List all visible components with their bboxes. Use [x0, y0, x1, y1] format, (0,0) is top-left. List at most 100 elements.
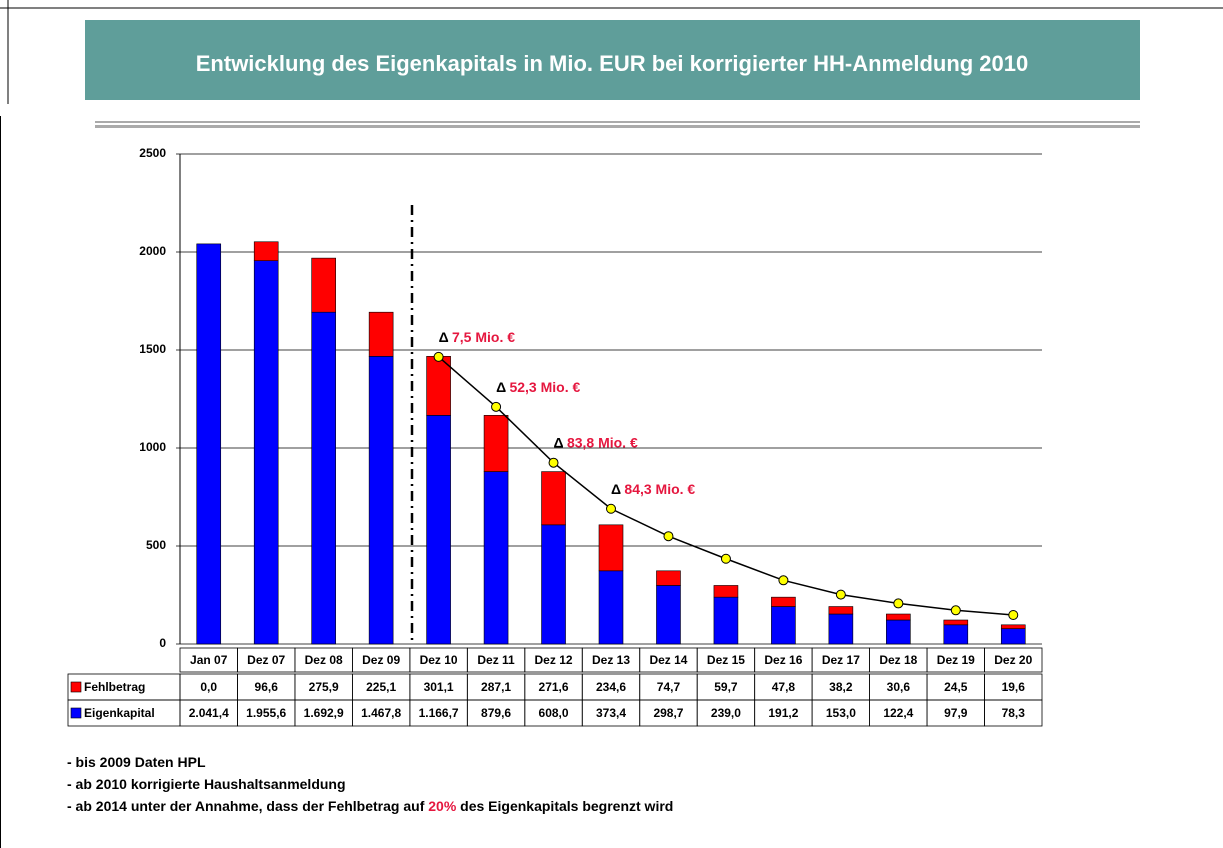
bar — [426, 415, 451, 645]
bar — [886, 613, 911, 621]
bar — [541, 524, 566, 645]
table-value: 30,6 — [887, 680, 911, 694]
y-tick-label: 0 — [159, 636, 166, 650]
x-tick-label: Dez 18 — [879, 653, 917, 667]
table-value: 191,2 — [768, 706, 798, 720]
bar — [598, 570, 624, 645]
annotation: Δ 7,5 Mio. € — [439, 329, 516, 345]
x-tick-label: Dez 10 — [420, 653, 458, 667]
x-tick-label: Dez 09 — [362, 653, 400, 667]
title-bar — [85, 20, 1140, 100]
bar — [311, 311, 336, 645]
point — [720, 553, 731, 564]
note-part: 20% — [428, 798, 457, 814]
table-value: 153,0 — [826, 706, 856, 720]
note: - ab 2014 unter der Annahme, dass der Fe… — [67, 798, 673, 814]
x-tick-label: Dez 13 — [592, 653, 630, 667]
legend-swatch — [70, 707, 82, 719]
annotation-delta: Δ — [554, 434, 564, 450]
bar — [541, 471, 566, 526]
bar — [713, 596, 739, 645]
table-value: 59,7 — [714, 680, 738, 694]
table-value: 373,4 — [596, 706, 626, 720]
legend-label: Eigenkapital — [84, 706, 155, 720]
table-cell — [984, 699, 1043, 727]
table-value: 239,0 — [711, 706, 741, 720]
table-value: 78,3 — [1002, 706, 1026, 720]
table-value: 298,7 — [653, 706, 683, 720]
bar — [943, 624, 969, 645]
annotation-text: 83,8 Mio. € — [567, 434, 638, 450]
table-value: 0,0 — [200, 680, 217, 694]
point — [606, 503, 616, 514]
line — [438, 356, 1014, 616]
table-value: 275,9 — [309, 680, 339, 694]
point — [1008, 609, 1019, 620]
y-tick-label: 2500 — [139, 146, 166, 160]
bar — [771, 596, 796, 607]
x-tick-label: Dez 07 — [247, 653, 285, 667]
bar — [656, 570, 681, 586]
x-tick-label: Dez 14 — [649, 653, 687, 667]
bar — [886, 619, 911, 645]
chart-title: Entwicklung des Eigenkapitals in Mio. EU… — [196, 51, 1029, 76]
bar — [483, 415, 509, 472]
rule — [95, 125, 1140, 128]
legend-swatch — [70, 681, 82, 693]
bar — [943, 619, 969, 626]
x-tick-label: Dez 11 — [477, 653, 515, 667]
bar — [598, 524, 624, 572]
x-tick-label: Dez 16 — [764, 653, 802, 667]
table-value: 38,2 — [829, 680, 853, 694]
bar — [311, 257, 336, 313]
annotation: Δ 52,3 Mio. € — [496, 379, 580, 395]
bar — [828, 613, 854, 645]
legend-label: Fehlbetrag — [84, 680, 145, 694]
table-value: 234,6 — [596, 680, 626, 694]
annotation-text: 7,5 Mio. € — [452, 329, 515, 345]
bar — [1000, 624, 1026, 629]
rule — [95, 121, 1140, 123]
point — [893, 598, 904, 609]
annotation: Δ 84,3 Mio. € — [611, 480, 695, 496]
bar — [1000, 628, 1026, 645]
bar — [828, 606, 854, 615]
note-part: - ab 2014 unter der Annahme, dass der Fe… — [67, 798, 428, 814]
annotation-text: 84,3 Mio. € — [624, 480, 695, 496]
note-part: des Eigenkapitals begrenzt wird — [456, 798, 673, 814]
note-part: - bis 2009 Daten HPL — [67, 754, 206, 770]
annotation-text: 52,3 Mio. € — [509, 379, 580, 395]
point — [835, 589, 846, 600]
table-value: 19,6 — [1002, 680, 1026, 694]
note: - bis 2009 Daten HPL — [67, 754, 206, 770]
point — [548, 457, 559, 468]
bar — [368, 356, 394, 645]
point — [663, 531, 674, 542]
bar — [483, 471, 509, 645]
table-value: 1.692,9 — [304, 706, 344, 720]
table-value: 96,6 — [255, 680, 279, 694]
y-tick-label: 2000 — [139, 244, 166, 258]
y-tick-label: 1000 — [139, 440, 166, 454]
table-value: 47,8 — [772, 680, 796, 694]
table-value: 2.041,4 — [189, 706, 229, 720]
table-cell — [984, 647, 1043, 673]
table-value: 97,9 — [944, 706, 968, 720]
x-tick-label: Dez 12 — [535, 653, 573, 667]
table-value: 301,1 — [424, 680, 454, 694]
table-value: 122,4 — [883, 706, 913, 720]
y-tick-label: 1500 — [139, 342, 166, 356]
point — [778, 575, 789, 586]
table-value: 879,6 — [481, 706, 511, 720]
table-value: 225,1 — [366, 680, 396, 694]
table-value: 1.955,6 — [246, 706, 286, 720]
table-value: 24,5 — [944, 680, 968, 694]
x-tick-label: Dez 20 — [994, 653, 1032, 667]
x-tick-label: Dez 15 — [707, 653, 745, 667]
annotation: Δ 83,8 Mio. € — [554, 434, 638, 450]
note-part: - ab 2010 korrigierte Haushaltsanmeldung — [67, 776, 346, 792]
x-tick-label: Dez 19 — [937, 653, 975, 667]
bar — [426, 356, 451, 416]
bar — [656, 585, 681, 645]
table-value: 608,0 — [539, 706, 569, 720]
